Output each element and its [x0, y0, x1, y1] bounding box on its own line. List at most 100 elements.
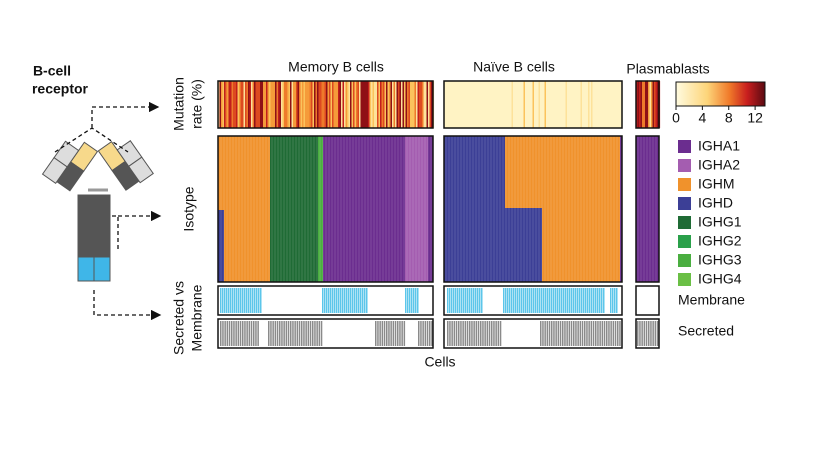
secreted-stripe — [555, 321, 557, 346]
secreted-stripe — [248, 321, 251, 346]
heat-stripe — [471, 81, 473, 128]
heat-stripe — [591, 81, 593, 128]
heat-stripe — [460, 81, 463, 128]
secreted-stripe — [244, 321, 246, 346]
heat-stripe — [640, 81, 643, 128]
legend-swatch — [678, 216, 691, 229]
heat-stripe — [603, 81, 605, 128]
legend-label: Secreted — [678, 323, 734, 339]
legend-label: IGHM — [698, 176, 735, 192]
membrane-stripe — [511, 288, 513, 313]
isotype-block — [636, 136, 659, 282]
secreted-stripe — [228, 321, 231, 346]
heat-stripe — [444, 81, 446, 128]
membrane-stripe — [599, 288, 601, 313]
heat-stripe — [585, 81, 587, 128]
secreted-stripe — [548, 321, 551, 346]
legend-label: IGHA1 — [698, 138, 740, 154]
heat-stripe — [648, 81, 650, 128]
membrane-stripe — [407, 288, 409, 313]
membrane-stripe — [354, 288, 356, 313]
heat-stripe — [386, 81, 388, 128]
heat-stripe — [345, 81, 348, 128]
heat-stripe — [249, 81, 252, 128]
membrane-stripe — [567, 288, 569, 313]
membrane-stripe — [539, 288, 541, 313]
heat-stripe — [501, 81, 503, 128]
heat-stripe — [511, 81, 514, 128]
membrane-stripe — [521, 288, 523, 313]
secreted-stripe — [453, 321, 456, 346]
heat-stripe — [468, 81, 470, 128]
heat-stripe — [420, 81, 423, 128]
secreted-stripe — [464, 321, 467, 346]
heat-stripe — [272, 81, 274, 128]
heat-stripe — [306, 81, 309, 128]
heat-stripe — [348, 81, 351, 128]
membrane-stripe — [571, 288, 573, 313]
heat-stripe — [269, 81, 271, 128]
membrane-stripe — [597, 288, 599, 313]
secreted-stripe — [226, 321, 229, 346]
heat-stripe — [586, 81, 589, 128]
membrane-stripe — [246, 288, 248, 313]
secreted-stripe — [486, 321, 489, 346]
membrane-stripe — [503, 288, 505, 313]
x-label: Cells — [424, 354, 455, 370]
panel-frame — [635, 285, 660, 316]
heat-stripe — [550, 81, 553, 128]
membrane-stripe — [226, 288, 228, 313]
isotype-block — [224, 136, 270, 282]
heat-stripe — [410, 81, 412, 128]
secreted-stripe — [257, 321, 259, 346]
heat-stripe — [535, 81, 538, 128]
panel-frame — [443, 80, 623, 129]
heat-stripe — [336, 81, 339, 128]
secreted-stripe — [573, 321, 575, 346]
secreted-stripe — [379, 321, 381, 346]
membrane-stripe — [529, 288, 531, 313]
secreted-stripe — [392, 321, 395, 346]
secreted-stripe — [619, 321, 621, 346]
secreted-stripe — [546, 321, 549, 346]
secreted-stripe — [614, 321, 617, 346]
legend-swatch — [678, 140, 691, 153]
heat-stripe — [392, 81, 394, 128]
membrane-stripe — [533, 288, 535, 313]
heat-stripe — [293, 81, 295, 128]
heat-stripe — [522, 81, 524, 128]
heat-stripe — [275, 81, 277, 128]
heat-stripe — [588, 81, 590, 128]
secreted-stripe — [422, 321, 424, 346]
secreted-stripe — [386, 321, 388, 346]
heat-stripe — [419, 81, 421, 128]
heat-stripe — [475, 81, 478, 128]
secreted-stripe — [577, 321, 579, 346]
secreted-stripe — [477, 321, 480, 346]
membrane-stripe — [559, 288, 561, 313]
membrane-stripe — [463, 288, 465, 313]
membrane-stripe — [222, 288, 224, 313]
membrane-stripe — [583, 288, 585, 313]
secreted-stripe — [270, 321, 272, 346]
secreted-stripe — [617, 321, 619, 346]
heat-stripe — [502, 81, 505, 128]
heat-stripe — [411, 81, 414, 128]
heat-stripe — [496, 81, 499, 128]
heat-stripe — [610, 81, 613, 128]
membrane-stripe — [535, 288, 537, 313]
membrane-stripe — [585, 288, 587, 313]
membrane-stripe — [348, 288, 350, 313]
heat-stripe — [300, 81, 303, 128]
colorbar-tick-label: 12 — [747, 110, 763, 126]
heat-stripe — [251, 81, 253, 128]
heat-stripe — [469, 81, 472, 128]
heat-stripe — [308, 81, 310, 128]
panel-frame — [635, 80, 660, 129]
secreted-stripe — [309, 321, 312, 346]
membrane-stripe — [517, 288, 519, 313]
heat-stripe — [254, 81, 256, 128]
heat-stripe — [416, 81, 418, 128]
heat-stripe — [652, 81, 655, 128]
membrane-stripe — [595, 288, 597, 313]
